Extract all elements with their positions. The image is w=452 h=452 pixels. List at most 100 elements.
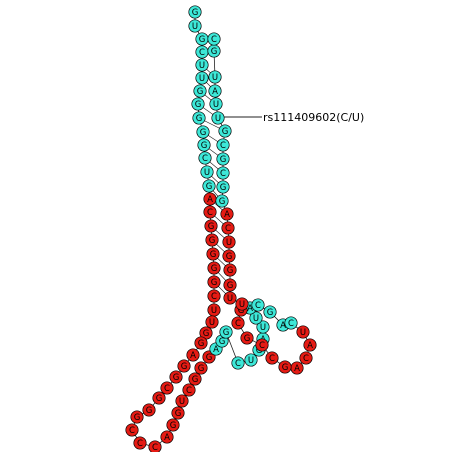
nucleotide: C bbox=[203, 205, 217, 219]
nucleotide-circle bbox=[200, 165, 214, 179]
nucleotide: G bbox=[216, 152, 230, 166]
nucleotide: C bbox=[265, 351, 279, 365]
nucleotide-circle bbox=[278, 360, 292, 374]
nucleotide-base-label: C bbox=[186, 386, 192, 396]
nucleotide: U bbox=[249, 311, 263, 325]
nucleotide: U bbox=[223, 291, 237, 305]
nucleotide-base-label: G bbox=[226, 252, 233, 262]
nucleotide-circle bbox=[192, 111, 206, 125]
nucleotide: U bbox=[222, 235, 236, 249]
nucleotide-base-label: G bbox=[220, 155, 227, 165]
nucleotide: C bbox=[231, 356, 245, 370]
nucleotide-base-label: G bbox=[267, 308, 274, 318]
nucleotide-circle bbox=[188, 19, 202, 33]
nucleotide: G bbox=[169, 370, 183, 384]
nucleotide: U bbox=[195, 58, 209, 72]
nucleotide: C bbox=[182, 383, 196, 397]
nucleotide-base-label: G bbox=[244, 334, 251, 344]
nucleotide-circle bbox=[204, 219, 218, 233]
nucleotide-base-label: U bbox=[300, 328, 306, 338]
nucleotide-base-label: U bbox=[211, 306, 217, 316]
nucleotide: G bbox=[204, 219, 218, 233]
nucleotide: C bbox=[148, 440, 162, 452]
nucleotide-base-label: C bbox=[164, 384, 170, 394]
nucleotide-circle bbox=[223, 278, 237, 292]
nucleotide-circle bbox=[169, 370, 183, 384]
nucleotide: G bbox=[205, 233, 219, 247]
nucleotide-circle bbox=[211, 111, 225, 125]
nucleotide: G bbox=[188, 372, 202, 386]
nucleotide-circle bbox=[207, 275, 221, 289]
nucleotide-circle bbox=[148, 440, 162, 452]
nucleotide: G bbox=[171, 406, 185, 420]
nucleotide: G bbox=[223, 278, 237, 292]
nucleotide: G bbox=[240, 331, 254, 345]
nucleotide: G bbox=[142, 403, 156, 417]
nucleotide-base-label: U bbox=[260, 323, 266, 333]
nucleotide: U bbox=[205, 315, 219, 329]
nucleotide-base-label: G bbox=[200, 128, 207, 138]
nucleotide-circle bbox=[206, 247, 220, 261]
nucleotide-circle bbox=[296, 325, 310, 339]
nucleotide: U bbox=[235, 297, 249, 311]
nucleotide-base-label: G bbox=[211, 47, 218, 57]
nucleotide: C bbox=[299, 351, 313, 365]
nucleotide-base-label: G bbox=[211, 264, 218, 274]
nucleotide-circle bbox=[256, 320, 270, 334]
nucleotide-circle bbox=[249, 311, 263, 325]
nucleotide-base-label: G bbox=[156, 394, 163, 404]
nucleotide-base-label: G bbox=[227, 281, 234, 291]
nucleotide-circle bbox=[222, 249, 236, 263]
nucleotide-base-label: G bbox=[256, 346, 263, 356]
nucleotide: G bbox=[222, 249, 236, 263]
nucleotide-base-label: U bbox=[192, 22, 198, 32]
nucleotide-circle bbox=[222, 235, 236, 249]
nucleotide: C bbox=[207, 289, 221, 303]
nucleotide-circle bbox=[193, 84, 207, 98]
nucleotide: G bbox=[177, 359, 191, 373]
nucleotide: G bbox=[207, 261, 221, 275]
nucleotide-circle bbox=[160, 430, 174, 444]
nucleotide-circle bbox=[219, 325, 233, 339]
nucleotide-base-label: C bbox=[259, 341, 265, 351]
nucleotide-base-label: G bbox=[211, 278, 218, 288]
nucleotide: C bbox=[216, 138, 230, 152]
nucleotide: A bbox=[208, 84, 222, 98]
nucleotide-base-label: G bbox=[196, 114, 203, 124]
nucleotide-circle bbox=[205, 233, 219, 247]
nucleotide-circle bbox=[186, 348, 200, 362]
nucleotide: C bbox=[251, 298, 265, 312]
nucleotide: U bbox=[188, 19, 202, 33]
nucleotide-circle bbox=[208, 84, 222, 98]
nucleotide-circle bbox=[166, 418, 180, 432]
nucleotide-base-label: A bbox=[294, 364, 300, 374]
nucleotide-base-label: A bbox=[164, 433, 170, 443]
nucleotide: G bbox=[216, 180, 230, 194]
nucleotide-base-label: C bbox=[220, 141, 226, 151]
nucleotide: A bbox=[290, 361, 304, 375]
nucleotide: C bbox=[125, 423, 139, 437]
nucleotide-circle bbox=[216, 138, 230, 152]
nucleotide-base-label: A bbox=[212, 87, 218, 97]
nucleotide: G bbox=[197, 138, 211, 152]
nucleotide-base-label: C bbox=[235, 319, 241, 329]
nucleotide: U bbox=[208, 70, 222, 84]
nucleotide-base-label: G bbox=[227, 266, 234, 276]
nucleotide-base-label: C bbox=[225, 224, 231, 234]
nucleotide-circle bbox=[208, 70, 222, 84]
nucleotide-circle bbox=[171, 406, 185, 420]
nucleotide-base-label: G bbox=[198, 339, 205, 349]
nucleotide-base-label: A bbox=[247, 304, 253, 314]
nucleotide-base-label: C bbox=[211, 292, 217, 302]
nucleotide-base-label: C bbox=[303, 354, 309, 364]
nucleotide: G bbox=[219, 325, 233, 339]
nucleotide-base-label: A bbox=[224, 210, 230, 220]
nucleotide-base-label: G bbox=[201, 141, 208, 151]
nucleotide: U bbox=[175, 394, 189, 408]
nucleotide-circle bbox=[188, 372, 202, 386]
nucleotide-circle bbox=[125, 423, 139, 437]
nucleotide: A bbox=[220, 207, 234, 221]
nucleotide: G bbox=[195, 32, 209, 46]
nucleotide: C bbox=[160, 381, 174, 395]
